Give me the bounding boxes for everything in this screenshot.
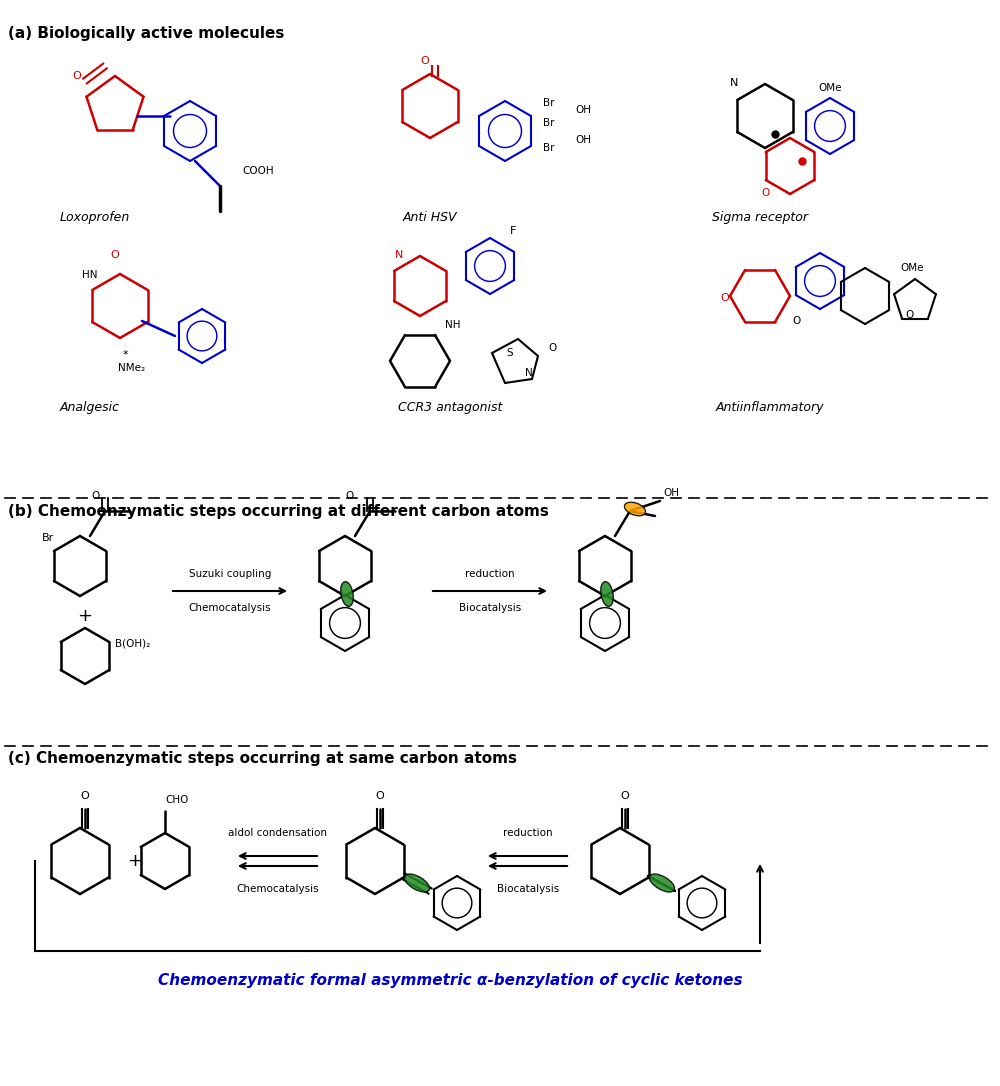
Text: O: O [761, 188, 769, 198]
Text: Br: Br [42, 533, 54, 543]
Ellipse shape [649, 874, 675, 892]
Text: Biocatalysis: Biocatalysis [497, 884, 559, 894]
Text: O: O [421, 56, 429, 66]
Text: *: * [122, 350, 128, 359]
Text: B(OH)₂: B(OH)₂ [115, 637, 150, 648]
Text: N: N [525, 368, 533, 378]
Text: O: O [792, 316, 800, 326]
Text: OH: OH [575, 135, 591, 146]
Text: HN: HN [82, 270, 98, 280]
Text: O: O [621, 791, 629, 801]
Text: Chemoenzymatic formal asymmetric α-benzylation of cyclic ketones: Chemoenzymatic formal asymmetric α-benzy… [158, 973, 742, 988]
Text: COOH: COOH [242, 166, 274, 176]
Text: +: + [78, 607, 93, 626]
Text: (a) Biologically active molecules: (a) Biologically active molecules [8, 26, 284, 41]
Text: Suzuki coupling: Suzuki coupling [189, 569, 271, 579]
Text: (b) Chemoenzymatic steps occurring at different carbon atoms: (b) Chemoenzymatic steps occurring at di… [8, 504, 549, 519]
Text: S: S [507, 348, 513, 358]
Text: Br: Br [543, 143, 554, 153]
Text: reduction: reduction [503, 828, 553, 838]
Text: CHO: CHO [165, 795, 189, 805]
Text: +: + [128, 853, 143, 870]
Text: O: O [346, 491, 354, 501]
Text: reduction: reduction [465, 569, 515, 579]
Text: N: N [730, 78, 738, 88]
Text: OMe: OMe [900, 263, 924, 273]
Text: O: O [73, 71, 81, 81]
Text: Analgesic: Analgesic [60, 401, 120, 414]
Text: O: O [81, 791, 89, 801]
Ellipse shape [404, 874, 430, 892]
Text: N: N [395, 250, 403, 260]
Text: OH: OH [575, 105, 591, 115]
Ellipse shape [601, 582, 613, 606]
Text: Antiinflammatory: Antiinflammatory [716, 401, 824, 414]
Text: Br: Br [543, 98, 554, 108]
Text: Chemocatalysis: Chemocatalysis [189, 603, 271, 613]
Text: O: O [548, 343, 556, 353]
Text: Sigma receptor: Sigma receptor [712, 211, 808, 224]
Text: Anti HSV: Anti HSV [403, 211, 457, 224]
Text: O: O [376, 791, 384, 801]
Text: NH: NH [445, 320, 460, 330]
Text: Br: Br [543, 118, 554, 128]
Text: Biocatalysis: Biocatalysis [459, 603, 521, 613]
Text: O: O [905, 310, 913, 320]
Text: NMe₂: NMe₂ [118, 363, 146, 372]
Text: O: O [721, 293, 729, 303]
Text: (c) Chemoenzymatic steps occurring at same carbon atoms: (c) Chemoenzymatic steps occurring at sa… [8, 752, 517, 766]
Text: O: O [111, 250, 119, 260]
Ellipse shape [341, 582, 353, 606]
Text: F: F [510, 226, 516, 236]
Ellipse shape [624, 502, 646, 516]
Text: OMe: OMe [818, 83, 842, 93]
Text: CCR3 antagonist: CCR3 antagonist [398, 401, 502, 414]
Text: aldol condensation: aldol condensation [228, 828, 328, 838]
Text: Loxoprofen: Loxoprofen [60, 211, 130, 224]
Text: OH: OH [663, 488, 679, 498]
Text: Chemocatalysis: Chemocatalysis [237, 884, 319, 894]
Text: O: O [91, 491, 99, 501]
